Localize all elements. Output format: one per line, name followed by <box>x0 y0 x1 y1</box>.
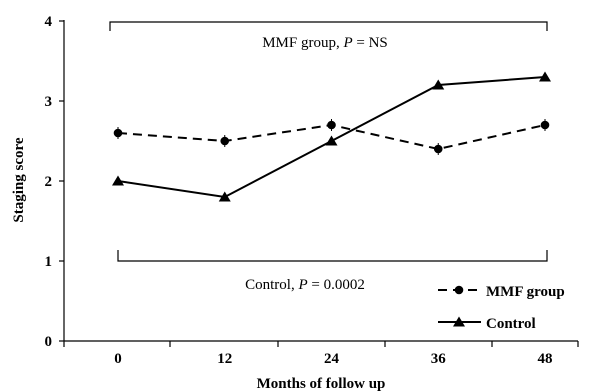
y-tick-label: 0 <box>45 334 53 350</box>
x-tick-label: 48 <box>538 351 553 367</box>
data-point <box>327 120 336 130</box>
legend-control-marker <box>453 316 465 327</box>
x-tick-label: 36 <box>431 351 447 367</box>
data-point <box>113 128 123 138</box>
data-point <box>433 144 443 154</box>
x-tick-label: 24 <box>324 351 340 367</box>
data-point <box>325 135 338 146</box>
series-mmf <box>113 119 550 155</box>
x-tick-label: 12 <box>217 351 232 367</box>
data-point <box>218 191 231 202</box>
mmf-bracket <box>109 21 548 31</box>
legend-item-mmf: MMF group <box>438 284 565 300</box>
series-control <box>112 71 551 202</box>
y-axis-label: Staging score <box>11 137 27 222</box>
legend-item-control: Control <box>438 316 536 332</box>
x-axis-label: Months of follow up <box>257 376 386 392</box>
data-point <box>220 136 230 146</box>
data-point <box>432 79 445 90</box>
y-tick-label: 3 <box>45 94 53 110</box>
y-tick-label: 2 <box>45 174 53 190</box>
legend-mmf-marker <box>454 285 464 295</box>
x-tick-label: 0 <box>114 351 122 367</box>
legend: MMF group Control <box>438 284 565 332</box>
y-tick-label: 4 <box>45 14 53 30</box>
series-layer <box>112 71 551 202</box>
data-point <box>539 71 551 82</box>
legend-control-label: Control <box>486 316 536 332</box>
control-significance-label: Control, P = 0.0002 <box>245 277 365 293</box>
mmf-significance-label: MMF group, P = NS <box>262 35 388 51</box>
data-point <box>540 120 550 130</box>
significance-brackets: MMF group, P = NS Control, P = 0.0002 <box>109 21 548 293</box>
control-bracket <box>117 250 548 262</box>
y-ticks: 0 1 2 3 4 <box>45 14 64 350</box>
x-ticks: 0 12 24 36 48 <box>63 341 579 367</box>
legend-mmf-label: MMF group <box>486 284 565 300</box>
data-point <box>112 175 124 186</box>
y-tick-label: 1 <box>45 254 53 270</box>
